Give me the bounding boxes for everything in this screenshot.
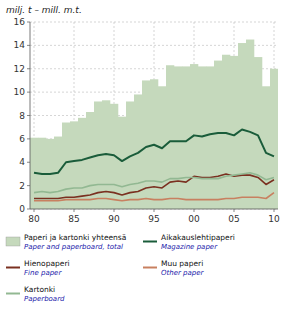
y-tick bbox=[27, 68, 30, 69]
legend-label-line: Aikakauslehtipaperi bbox=[161, 233, 235, 242]
legend-label-line: Kartonki bbox=[24, 285, 55, 294]
y-axis bbox=[30, 22, 31, 209]
y-axis-label: milj. t – mill. m.t. bbox=[6, 5, 82, 15]
y-tick bbox=[27, 138, 30, 139]
bar bbox=[174, 66, 182, 209]
legend-label: HienopaperiFine paper bbox=[24, 259, 70, 277]
x-tick bbox=[34, 209, 35, 212]
legend: Paperi ja kartonki yhteensäPaper and pap… bbox=[6, 233, 235, 303]
bar bbox=[70, 121, 78, 209]
x-tick bbox=[154, 209, 155, 212]
legend-label: KartonkiPaperboard bbox=[24, 285, 65, 303]
x-tick-label: 00 bbox=[188, 214, 200, 224]
bar bbox=[222, 55, 230, 209]
legend-label: AikakauslehtipaperiMagazine paper bbox=[161, 233, 235, 251]
bar bbox=[246, 40, 254, 209]
x-tick bbox=[114, 209, 115, 212]
x-tick bbox=[234, 209, 235, 212]
legend-label-line: Hienopaperi bbox=[24, 259, 70, 268]
legend-label-line: Magazine paper bbox=[161, 243, 218, 251]
x-tick bbox=[274, 209, 275, 212]
y-tick-label: 4 bbox=[19, 157, 25, 167]
y-tick bbox=[27, 185, 30, 186]
line bbox=[34, 173, 274, 193]
legend-label-line: Other paper bbox=[161, 269, 205, 277]
line bbox=[34, 174, 274, 199]
x-tick-label: 85 bbox=[68, 214, 79, 224]
bar bbox=[254, 57, 262, 209]
x-tick-label: 95 bbox=[148, 214, 159, 224]
y-tick bbox=[27, 22, 30, 23]
legend-label-line: Paperboard bbox=[24, 295, 65, 303]
legend-label-line: Paperi ja kartonki yhteensä bbox=[24, 233, 126, 242]
line bbox=[34, 193, 274, 201]
x-tick-label: 80 bbox=[28, 214, 40, 224]
legend-swatch bbox=[6, 267, 20, 269]
bar bbox=[182, 66, 190, 209]
legend-swatch bbox=[143, 241, 157, 243]
grid bbox=[30, 22, 278, 209]
plot-area bbox=[30, 40, 278, 209]
bar bbox=[198, 66, 206, 209]
legend-label: Paperi ja kartonki yhteensäPaper and pap… bbox=[24, 233, 126, 251]
y-tick-label: 14 bbox=[14, 40, 26, 50]
y-tick-label: 0 bbox=[19, 204, 25, 214]
y-tick-label: 16 bbox=[14, 17, 26, 27]
x-tick-label: 05 bbox=[228, 214, 239, 224]
y-tick-label: 10 bbox=[14, 87, 26, 97]
y-tick-label: 2 bbox=[19, 181, 25, 191]
bar bbox=[166, 65, 174, 209]
x-tick bbox=[74, 209, 75, 212]
legend-label-line: Paper and paperboard, total bbox=[24, 243, 123, 251]
line bbox=[34, 130, 274, 174]
chart: milj. t – mill. m.t. 0 2 4 6 8 10 12 14 16 80 85 90 9… bbox=[0, 0, 286, 317]
bar bbox=[270, 69, 278, 209]
bar bbox=[238, 43, 246, 209]
y-tick-label: 8 bbox=[19, 111, 25, 121]
y-tick bbox=[27, 92, 30, 93]
y-tick-label: 6 bbox=[19, 134, 25, 144]
x-axis bbox=[30, 209, 278, 210]
legend-label-line: Fine paper bbox=[24, 269, 62, 277]
legend-swatch bbox=[143, 267, 157, 269]
legend-label-line: Muu paperi bbox=[161, 259, 203, 268]
legend-label: Muu paperiOther paper bbox=[161, 259, 205, 277]
x-tick bbox=[194, 209, 195, 212]
x-tick-label: 90 bbox=[108, 214, 120, 224]
bar bbox=[206, 66, 214, 209]
bar bbox=[214, 61, 222, 209]
legend-swatch bbox=[6, 293, 20, 295]
y-tick bbox=[27, 162, 30, 163]
y-tick bbox=[27, 45, 30, 46]
legend-swatch bbox=[6, 237, 20, 246]
x-tick-label: 10 bbox=[268, 214, 280, 224]
y-tick-label: 12 bbox=[14, 64, 25, 74]
y-tick bbox=[27, 209, 30, 210]
y-tick bbox=[27, 115, 30, 116]
y-grid-line bbox=[30, 209, 278, 210]
